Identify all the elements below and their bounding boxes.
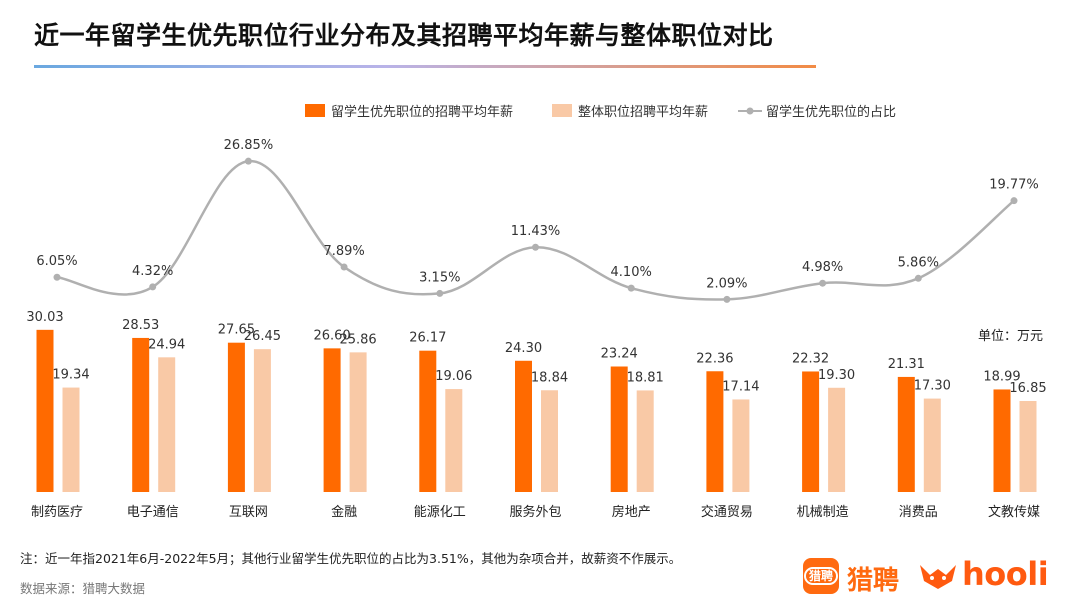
category-label-10: 文教传媒 (988, 504, 1040, 520)
footnote: 注：近一年指2021年6月-2022年5月；其他行业留学生优先职位的占比为3.5… (20, 551, 682, 566)
ratio-label-8: 4.98% (802, 260, 843, 275)
value-label-s2-6: 18.81 (627, 370, 664, 385)
ratio-line: 6.05% 4.32% 26.85% 7.89% 3.15% 11.43% 4.10% 2.0… (36, 138, 1039, 303)
bar-s2-7 (732, 399, 750, 492)
value-label-s2-9: 17.30 (914, 379, 951, 394)
ratio-label-0: 6.05% (36, 254, 77, 269)
bar-s1-6 (610, 366, 628, 492)
value-label-s1-7: 22.36 (696, 351, 733, 366)
category-label-5: 服务外包 (509, 504, 561, 520)
value-label-s1-0: 30.03 (26, 310, 63, 325)
legend-swatch-0 (305, 104, 325, 117)
ratio-point-9 (914, 274, 922, 282)
bar-s1-8 (802, 371, 820, 492)
bar-s1-0 (36, 329, 54, 492)
ratio-point-0 (53, 273, 61, 281)
category-label-8: 机械制造 (797, 505, 849, 520)
legend-label-2: 留学生优先职位的占比 (766, 104, 896, 120)
ratio-label-5: 11.43% (511, 224, 561, 239)
value-label-s1-5: 24.30 (505, 341, 542, 356)
chart: 留学生优先职位的招聘平均年薪 整体职位招聘平均年薪 留学生优先职位的占比 6.05%… (26, 104, 1047, 520)
category-label-1: 电子通信 (127, 505, 179, 520)
bar-s1-2 (227, 342, 245, 492)
bar-groups: 30.03 28.53 27.65 26.60 26.17 24.30 23.24 22.36… (26, 310, 1047, 492)
hooli-fox-icon (920, 565, 956, 589)
ratio-point-7 (723, 295, 731, 303)
bar-s2-8 (828, 387, 846, 492)
value-label-s2-4: 19.06 (435, 369, 472, 384)
value-label-s1-10: 18.99 (983, 369, 1020, 384)
title-underline (34, 65, 816, 68)
bar-s2-1 (158, 357, 176, 492)
value-label-s1-4: 26.17 (409, 331, 446, 346)
value-label-s1-9: 21.31 (888, 357, 925, 372)
bar-s1-7 (706, 371, 724, 492)
category-label-3: 金融 (331, 504, 357, 520)
category-labels: 制药医疗 电子通信 互联网 金融 能源化工 服务外包 房地产 交通贸易 机械制造 消费品 文教传媒 (31, 504, 1040, 520)
ratio-point-5 (532, 243, 539, 251)
ratio-label-7: 2.09% (706, 276, 747, 291)
ratio-label-6: 4.10% (611, 265, 652, 280)
category-label-2: 互联网 (229, 505, 268, 520)
page-title: 近一年留学生优先职位行业分布及其招聘平均年薪与整体职位对比 (34, 21, 774, 50)
hooli-logo-text: hooli (962, 555, 1049, 593)
bar-s1-3 (323, 348, 341, 492)
ratio-point-8 (819, 279, 827, 287)
bar-s1-10 (993, 389, 1011, 492)
value-label-s2-1: 24.94 (148, 337, 185, 352)
ratio-label-4: 3.15% (419, 270, 460, 285)
bar-s2-9 (923, 398, 941, 492)
value-label-s1-6: 23.24 (601, 347, 638, 362)
ratio-label-2: 26.85% (224, 138, 274, 153)
liepin-logo-text: 猎聘 (847, 566, 900, 596)
legend: 留学生优先职位的招聘平均年薪 整体职位招聘平均年薪 留学生优先职位的占比 (305, 104, 896, 120)
value-label-s2-0: 19.34 (52, 368, 89, 383)
value-label-s1-1: 28.53 (122, 318, 159, 333)
bar-s2-5 (541, 390, 558, 492)
bar-s2-10 (1019, 401, 1037, 492)
category-label-4: 能源化工 (414, 505, 466, 520)
unit-label: 单位：万元 (978, 329, 1043, 344)
category-label-9: 消费品 (899, 505, 938, 520)
bar-s1-5 (515, 360, 532, 492)
ratio-label-1: 4.32% (132, 264, 173, 279)
ratio-point-4 (436, 289, 444, 297)
bar-s1-9 (897, 376, 915, 492)
value-label-s2-10: 16.85 (1009, 381, 1046, 396)
legend-swatch-1 (552, 104, 572, 117)
bar-s2-2 (253, 349, 271, 492)
ratio-point-3 (340, 263, 348, 271)
ratio-label-10: 19.77% (989, 178, 1039, 193)
legend-marker-2 (746, 107, 754, 115)
bar-s1-1 (132, 337, 150, 492)
ratio-label-9: 5.86% (898, 255, 939, 270)
ratio-point-1 (149, 283, 157, 291)
value-label-s1-3: 26.60 (313, 328, 350, 343)
bar-s2-4 (445, 389, 463, 492)
ratio-point-6 (627, 284, 635, 292)
value-label-s2-3: 25.86 (339, 332, 376, 347)
category-label-0: 制药医疗 (31, 505, 83, 520)
bar-s2-0 (62, 387, 80, 492)
ratio-label-3: 7.89% (323, 244, 364, 259)
liepin-logo-icon: 猎聘 (803, 558, 839, 594)
value-label-s2-8: 19.30 (818, 368, 855, 383)
legend-label-1: 整体职位招聘平均年薪 (578, 105, 708, 120)
legend-label-0: 留学生优先职位的招聘平均年薪 (331, 104, 513, 120)
ratio-point-10 (1010, 197, 1018, 205)
value-label-s2-5: 18.84 (531, 370, 568, 385)
data-source: 数据来源：猎聘大数据 (20, 581, 146, 596)
bar-s1-4 (419, 350, 437, 492)
ratio-point-2 (244, 157, 252, 165)
bar-s2-6 (636, 390, 654, 492)
ratio-line-path (56, 159, 1015, 301)
category-label-6: 房地产 (612, 504, 651, 520)
value-label-s2-2: 26.45 (244, 329, 281, 344)
value-label-s1-8: 22.32 (792, 351, 829, 366)
value-label-s1-2: 27.65 (218, 323, 255, 338)
bar-s2-3 (349, 352, 367, 492)
category-label-7: 交通贸易 (701, 504, 753, 520)
value-label-s2-7: 17.14 (722, 379, 759, 394)
